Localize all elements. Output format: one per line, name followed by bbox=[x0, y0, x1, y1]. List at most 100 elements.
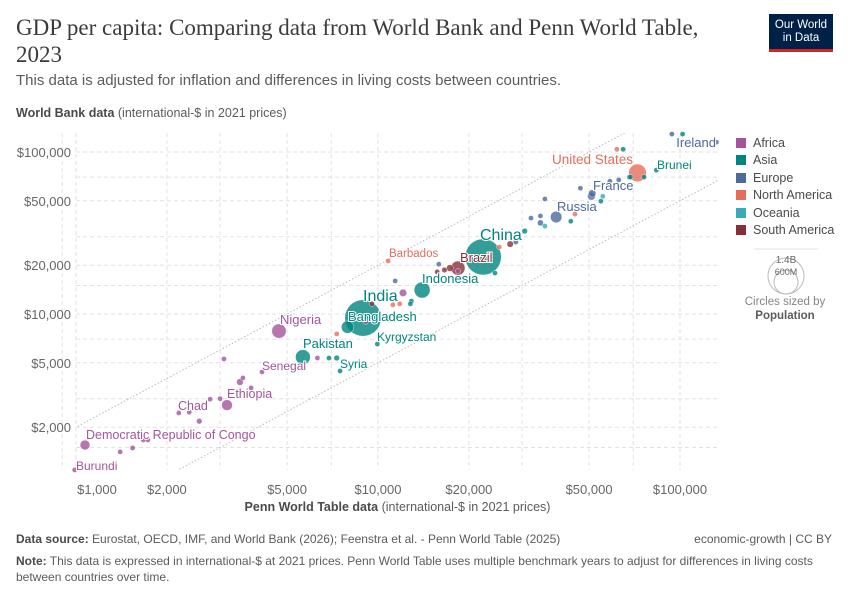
data-point bbox=[598, 198, 604, 204]
point-nigeria bbox=[271, 323, 287, 339]
data-point bbox=[669, 131, 675, 137]
data-point bbox=[627, 174, 634, 180]
legend-swatch bbox=[736, 207, 746, 218]
source-text: Eurostat, OECD, IMF, and World Bank (202… bbox=[88, 532, 561, 546]
data-point bbox=[492, 270, 498, 276]
label-brazil: Brazil bbox=[460, 250, 493, 265]
size-caption: Circles sized by bbox=[744, 296, 826, 308]
data-point bbox=[390, 301, 396, 308]
point-chad bbox=[186, 409, 192, 415]
data-point bbox=[436, 261, 442, 267]
label-ethiopia: Ethiopia bbox=[227, 387, 272, 401]
data-point bbox=[396, 301, 403, 307]
y-tick-label: $2,000 bbox=[31, 420, 71, 435]
data-point bbox=[129, 445, 136, 451]
point-burundi bbox=[71, 467, 78, 473]
data-point bbox=[599, 193, 606, 200]
label-india: India bbox=[363, 288, 398, 305]
x-axis-title: Penn World Table data (international-$ i… bbox=[0, 500, 795, 514]
data-point bbox=[537, 213, 544, 219]
data-point bbox=[217, 395, 223, 402]
point-democratic-republic-of-congo bbox=[79, 439, 91, 451]
legend-swatch bbox=[736, 172, 746, 183]
license-link[interactable]: economic-growth | CC BY bbox=[694, 532, 832, 546]
legend-label: Asia bbox=[753, 153, 778, 168]
data-point bbox=[513, 239, 519, 245]
point-ireland bbox=[713, 139, 720, 145]
chart-subtitle: This data is adjusted for inflation and … bbox=[16, 72, 562, 89]
point-kyrgyzstan bbox=[374, 341, 381, 347]
label-china: China bbox=[480, 227, 522, 244]
data-point bbox=[248, 385, 254, 391]
label-syria: Syria bbox=[340, 357, 368, 371]
point-syria bbox=[337, 368, 343, 374]
data-point bbox=[614, 146, 620, 153]
data-point bbox=[679, 131, 686, 137]
data-point bbox=[615, 177, 622, 183]
y-tick-label: $100,000 bbox=[17, 145, 71, 160]
legend-label: Africa bbox=[753, 135, 785, 150]
data-point bbox=[333, 354, 340, 362]
data-point bbox=[506, 240, 514, 248]
data-point bbox=[607, 178, 613, 185]
data-point bbox=[176, 410, 182, 416]
legend-item-asia[interactable]: Asia bbox=[736, 152, 834, 170]
x-tick-label: $1,000 bbox=[77, 482, 117, 497]
label-brunei: Brunei bbox=[657, 158, 692, 172]
x-tick-label: $10,000 bbox=[355, 482, 402, 497]
logo-line-2: in Data bbox=[782, 32, 820, 44]
owid-logo[interactable]: Our World in Data bbox=[769, 14, 833, 52]
source-label: Data source: bbox=[16, 532, 89, 546]
point-ethiopia bbox=[221, 399, 233, 411]
x-tick-label: $2,000 bbox=[147, 482, 187, 497]
y-axis-title-bold: World Bank data bbox=[16, 106, 115, 120]
x-tick-label: $20,000 bbox=[445, 482, 492, 497]
legend-label: North America bbox=[753, 188, 833, 203]
y-tick-label: $10,000 bbox=[24, 307, 71, 322]
data-point bbox=[117, 449, 123, 455]
legend-item-africa[interactable]: Africa bbox=[736, 134, 834, 152]
label-bangladesh: Bangladesh bbox=[348, 309, 417, 324]
legend-label: South America bbox=[753, 223, 835, 238]
data-point bbox=[333, 331, 340, 337]
data-point bbox=[399, 288, 407, 297]
point-russia bbox=[550, 211, 563, 223]
label-burundi: Burundi bbox=[76, 459, 117, 473]
y-tick-label: $50,000 bbox=[24, 194, 71, 209]
label-russia: Russia bbox=[557, 199, 598, 214]
legend-label: Oceania bbox=[753, 205, 800, 220]
legend-item-south-america[interactable]: South America bbox=[736, 222, 834, 240]
point-indonesia bbox=[413, 281, 431, 299]
reference-line bbox=[177, 179, 718, 470]
data-point bbox=[455, 268, 461, 274]
legend-item-north-america[interactable]: North America bbox=[736, 187, 834, 205]
legend-item-europe[interactable]: Europe bbox=[736, 169, 834, 187]
label-barbados: Barbados bbox=[389, 248, 438, 260]
y-tick-label: $20,000 bbox=[24, 258, 71, 273]
y-tick-label: $5,000 bbox=[31, 356, 71, 371]
region-legend: Africa Asia Europe North America Oceania Sout… bbox=[736, 134, 834, 239]
legend-item-oceania[interactable]: Oceania bbox=[736, 204, 834, 222]
data-point bbox=[568, 218, 574, 224]
note-label: Note: bbox=[16, 554, 47, 568]
data-point bbox=[362, 318, 369, 325]
label-chad: Chad bbox=[178, 399, 208, 413]
legend-label: Europe bbox=[753, 170, 794, 185]
data-point bbox=[577, 185, 584, 191]
point-china bbox=[464, 238, 502, 276]
data-point bbox=[542, 196, 548, 202]
size-variable: Population bbox=[755, 310, 815, 322]
data-point bbox=[392, 278, 398, 284]
data-point bbox=[620, 146, 626, 153]
data-point bbox=[641, 174, 647, 180]
label-ireland: Ireland bbox=[676, 135, 716, 150]
data-point bbox=[521, 228, 528, 235]
label-pakistan: Pakistan bbox=[303, 336, 353, 351]
data-point bbox=[221, 356, 227, 362]
note-text: This data is expressed in international-… bbox=[16, 554, 813, 584]
data-source: Data source: Eurostat, OECD, IMF, and Wo… bbox=[16, 532, 560, 546]
data-point bbox=[196, 418, 203, 425]
data-point bbox=[314, 355, 321, 361]
legend-swatch bbox=[736, 137, 746, 148]
data-point bbox=[434, 269, 440, 275]
